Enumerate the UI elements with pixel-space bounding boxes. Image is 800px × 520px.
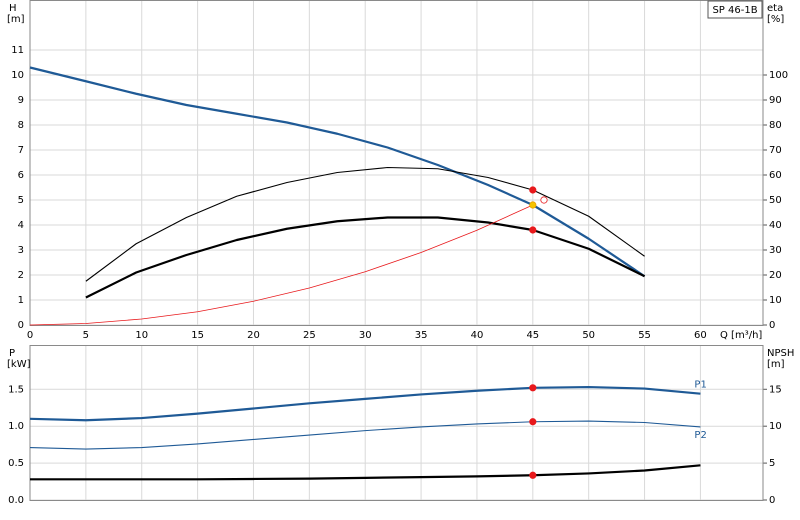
operating-point	[529, 418, 537, 426]
y2-tick-label: 15	[769, 384, 782, 395]
y2-tick-label: 100	[769, 70, 788, 81]
curve	[85, 216, 646, 299]
y-tick-label: 9	[18, 95, 24, 106]
y2-tick-label: 40	[769, 220, 782, 231]
y2-tick-label: 70	[769, 145, 782, 156]
y-axis-label: P	[9, 348, 15, 359]
y2-tick-label: 10	[769, 295, 782, 306]
y-tick-label: 1.0	[8, 421, 24, 432]
y-tick-label: 10	[11, 70, 24, 81]
x-tick-label: 0	[27, 330, 33, 341]
y2-tick-label: 0	[769, 320, 775, 331]
y2-tick-label: 10	[769, 421, 782, 432]
y-tick-label: 2	[18, 270, 24, 281]
curve	[85, 166, 645, 282]
x-tick-label: 15	[191, 330, 204, 341]
y2-axis-label: eta	[767, 3, 783, 14]
y-tick-label: 5	[18, 195, 24, 206]
x-axis-label: Q [m³/h]	[720, 330, 762, 341]
curve	[29, 385, 701, 422]
y-axis-label: H	[9, 3, 17, 14]
y2-axis-unit: [%]	[767, 14, 784, 25]
y-tick-label: 4	[18, 220, 24, 231]
y2-axis-unit: [m]	[767, 359, 785, 370]
operating-point	[540, 196, 548, 204]
legend-box	[707, 0, 763, 19]
x-tick-label: 40	[471, 330, 484, 341]
y2-tick-label: 5	[769, 458, 775, 469]
curve	[30, 464, 701, 481]
x-tick-label: 25	[303, 330, 316, 341]
x-tick-label: 55	[638, 330, 651, 341]
y-tick-label: 11	[11, 45, 24, 56]
y-tick-label: 3	[18, 245, 24, 256]
y2-tick-label: 80	[769, 120, 782, 131]
x-tick-label: 20	[247, 330, 260, 341]
y-tick-label: 1	[18, 295, 24, 306]
operating-point	[529, 384, 537, 392]
y2-tick-label: 60	[769, 170, 782, 181]
y-tick-label: 6	[18, 170, 24, 181]
y2-tick-label: 20	[769, 270, 782, 281]
plot-frame	[29, 345, 764, 501]
x-tick-label: 5	[83, 330, 89, 341]
x-tick-label: 60	[694, 330, 707, 341]
y-axis-unit: [m]	[7, 14, 25, 25]
curve	[29, 204, 533, 326]
operating-point	[529, 226, 537, 234]
operating-point	[529, 186, 537, 194]
legend-label: SP 46-1B	[712, 5, 757, 16]
plot-frame	[29, 0, 764, 326]
y2-tick-label: 0	[769, 495, 775, 506]
y-tick-label: 0.0	[8, 495, 24, 506]
y-tick-label: 1.5	[8, 384, 24, 395]
x-tick-label: 35	[415, 330, 428, 341]
y-tick-label: 0	[18, 320, 24, 331]
y-tick-label: 0.5	[8, 458, 24, 469]
curve-label: P2	[694, 430, 706, 441]
y-tick-label: 7	[18, 145, 24, 156]
y-tick-label: 8	[18, 120, 24, 131]
x-tick-label: 45	[526, 330, 539, 341]
x-tick-label: 30	[359, 330, 372, 341]
curve	[29, 420, 701, 450]
y2-axis-label: NPSH	[767, 348, 794, 359]
curve-label: P1	[694, 380, 706, 391]
y2-tick-label: 30	[769, 245, 782, 256]
y2-tick-label: 50	[769, 195, 782, 206]
x-tick-label: 50	[582, 330, 595, 341]
operating-point	[529, 201, 537, 209]
operating-point	[529, 471, 537, 479]
y2-tick-label: 90	[769, 95, 782, 106]
x-tick-label: 10	[135, 330, 148, 341]
y-axis-unit: [kW]	[7, 359, 31, 370]
